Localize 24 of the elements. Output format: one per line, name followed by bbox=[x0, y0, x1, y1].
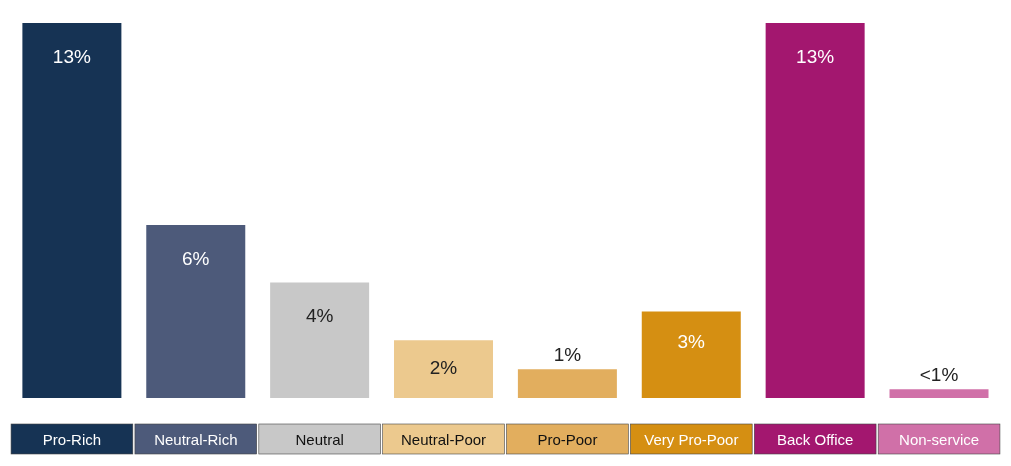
bar bbox=[765, 23, 865, 398]
x-tick-label: Neutral bbox=[295, 431, 344, 448]
bar bbox=[517, 369, 617, 398]
bar bbox=[146, 224, 246, 398]
data-label: 1% bbox=[553, 344, 582, 366]
bar bbox=[889, 389, 989, 398]
bar bbox=[22, 23, 122, 398]
data-label: 13% bbox=[796, 46, 835, 67]
x-tick-label: Pro-Poor bbox=[537, 431, 598, 448]
x-tick-label: Pro-Rich bbox=[42, 431, 102, 448]
data-label: 3% bbox=[677, 331, 706, 353]
data-label: 6% bbox=[182, 247, 210, 269]
data-label: <1% bbox=[919, 364, 959, 386]
x-tick-label: Very Pro-Poor bbox=[644, 431, 739, 448]
x-tick-label: Neutral-Poor bbox=[401, 431, 487, 448]
data-label: 2% bbox=[429, 357, 458, 379]
bar bbox=[394, 340, 494, 398]
x-tick-label: Non-service bbox=[899, 431, 980, 448]
x-tick-label: Back Office bbox=[776, 431, 854, 448]
bar bbox=[641, 311, 741, 398]
data-label: 4% bbox=[305, 305, 334, 327]
bar bbox=[270, 282, 370, 398]
data-label: 13% bbox=[52, 46, 92, 67]
x-tick-label: Neutral-Rich bbox=[154, 431, 238, 448]
